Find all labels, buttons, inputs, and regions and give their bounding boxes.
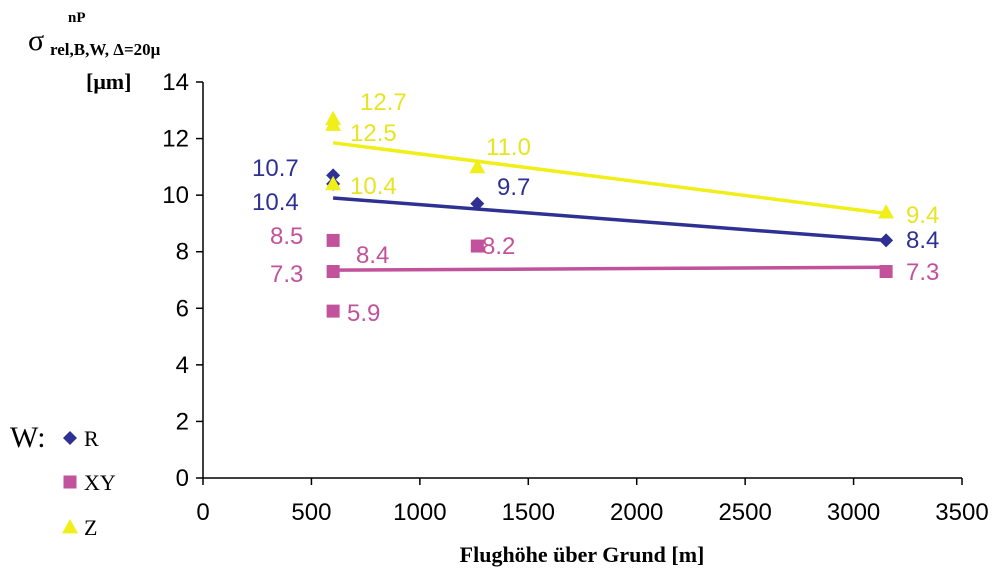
y-axis-subscript: rel,B,W, Δ=20μ (50, 40, 161, 59)
data-label-z: 12.5 (350, 120, 397, 147)
x-axis-title: Flughöhe über Grund [m] (460, 542, 705, 567)
x-tick-label: 1000 (393, 499, 446, 526)
data-label-z: 11.0 (486, 134, 531, 161)
legend-marker-r (63, 431, 77, 445)
y-tick-label: 14 (162, 69, 189, 96)
y-tick-label: 4 (176, 352, 189, 379)
y-tick-label: 10 (162, 182, 189, 209)
y-tick-label: 0 (176, 465, 189, 492)
data-label-z: 9.4 (906, 202, 939, 229)
data-point-xy (326, 265, 340, 279)
data-label-r: 8.4 (906, 227, 939, 254)
data-label-r: 10.7 (252, 155, 299, 182)
legend-marker-xy (63, 475, 77, 489)
legend-label-xy: XY (84, 470, 116, 495)
data-label-z: 10.4 (350, 173, 397, 200)
data-label-xy: 8.5 (270, 223, 303, 250)
data-label-xy: 8.4 (356, 242, 389, 269)
data-label-xy: 8.2 (482, 233, 515, 260)
y-axis-symbol: σ (28, 24, 44, 57)
data-point-z (325, 175, 342, 191)
legend-label-z: Z (84, 515, 97, 540)
data-point-r (470, 196, 485, 211)
data-point-z (469, 158, 486, 174)
x-tick-label: 3500 (935, 499, 988, 526)
x-axis-ticks: 0 500 1000 1500 2000 2500 3000 3500 (196, 478, 989, 526)
y-tick-label: 6 (176, 295, 189, 322)
data-point-z (325, 116, 342, 131)
data-labels: 10.7 10.4 9.7 8.4 8.5 7.3 5.9 8.2 7.3 8.4 12.7 12.5… (252, 89, 939, 327)
x-tick-label: 1500 (502, 499, 555, 526)
data-label-xy: 7.3 (906, 259, 939, 286)
legend-title: W: (10, 421, 46, 454)
x-tick-label: 0 (196, 499, 209, 526)
y-tick-label: 2 (176, 408, 189, 435)
y-axis-ticks: 0 2 4 6 8 10 12 14 (162, 69, 203, 492)
data-label-xy: 5.9 (347, 300, 380, 327)
x-tick-label: 3000 (827, 499, 880, 526)
data-point-xy (879, 265, 893, 279)
y-axis-superscript: nP (68, 10, 86, 26)
data-markers (325, 110, 895, 318)
data-point-xy (326, 233, 340, 247)
legend: W: R XY Z (10, 421, 116, 540)
data-point-xy (470, 239, 484, 253)
trend-lines (332, 141, 887, 272)
legend-label-r: R (84, 426, 99, 451)
x-tick-label: 500 (291, 499, 331, 526)
data-label-z: 12.7 (360, 89, 407, 116)
trend-line-r (332, 196, 887, 243)
data-point-xy (326, 304, 340, 318)
trend-line-z (332, 141, 887, 216)
data-point-r (879, 233, 894, 248)
x-tick-label: 2000 (610, 499, 663, 526)
y-tick-label: 8 (176, 239, 189, 266)
x-tick-label: 2500 (718, 499, 771, 526)
y-tick-label: 12 (162, 126, 189, 153)
data-point-z (878, 204, 895, 219)
trend-line-xy (333, 265, 887, 272)
data-label-r: 9.7 (497, 174, 530, 201)
legend-marker-z (62, 519, 78, 534)
y-axis-title: σ nP rel,B,W, Δ=20μ [μm] (28, 10, 161, 94)
data-label-r: 10.4 (252, 189, 299, 216)
data-label-xy: 7.3 (270, 261, 303, 288)
y-axis-unit: [μm] (86, 69, 131, 94)
data-point-r (326, 168, 341, 183)
